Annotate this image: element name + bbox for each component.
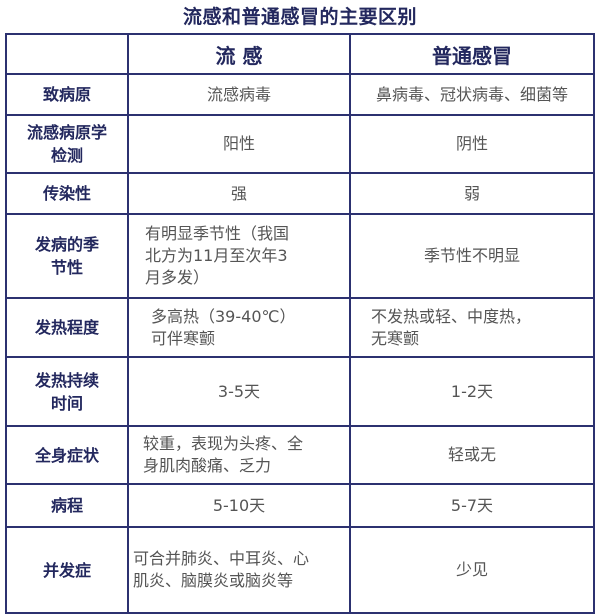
cold-value: 鼻病毒、冠状病毒、细菌等 (349, 73, 595, 116)
row-label: 发病的季 节性 (5, 213, 129, 299)
table-row: 并发症 可合并肺炎、中耳炎、心 肌炎、脑膜炎或脑炎等 少见 (5, 526, 595, 614)
cold-value: 轻或无 (349, 425, 595, 485)
header-empty-cell (5, 33, 129, 75)
page-title: 流感和普通感冒的主要区别 (182, 6, 417, 28)
row-label: 传染性 (5, 172, 129, 215)
table-row: 流感病原学 检测 阳性 阴性 (5, 114, 595, 174)
row-label: 发热程度 (5, 297, 129, 358)
row-label: 流感病原学 检测 (5, 114, 129, 174)
flu-value: 较重，表现为头疼、全 身肌肉酸痛、乏力 (127, 425, 351, 485)
row-label: 全身症状 (5, 425, 129, 485)
flu-value: 5-10天 (127, 483, 351, 528)
flu-value: 3-5天 (127, 356, 351, 427)
flu-value: 有明显季节性（我国 北方为11月至次年3 月多发） (127, 213, 351, 299)
header-flu: 流 感 (127, 33, 351, 75)
row-label: 并发症 (5, 526, 129, 614)
table-row: 致病原 流感病毒 鼻病毒、冠状病毒、细菌等 (5, 73, 595, 116)
table-row: 发热程度 多高热（39-40℃） 可伴寒颤 不发热或轻、中度热， 无寒颤 (5, 297, 595, 358)
header-cold: 普通感冒 (349, 33, 595, 75)
cold-value: 5-7天 (349, 483, 595, 528)
cold-value: 不发热或轻、中度热， 无寒颤 (349, 297, 595, 358)
table-row: 发热持续 时间 3-5天 1-2天 (5, 356, 595, 427)
cold-value: 季节性不明显 (349, 213, 595, 299)
flu-value: 强 (127, 172, 351, 215)
table-row: 病程 5-10天 5-7天 (5, 483, 595, 528)
row-label: 发热持续 时间 (5, 356, 129, 427)
flu-value: 可合并肺炎、中耳炎、心 肌炎、脑膜炎或脑炎等 (127, 526, 351, 614)
cold-value: 弱 (349, 172, 595, 215)
table-row: 发病的季 节性 有明显季节性（我国 北方为11月至次年3 月多发） 季节性不明显 (5, 213, 595, 299)
cold-value: 阴性 (349, 114, 595, 174)
table-row: 全身症状 较重，表现为头疼、全 身肌肉酸痛、乏力 轻或无 (5, 425, 595, 485)
cold-value: 少见 (349, 526, 595, 614)
comparison-table: 流 感 普通感冒 致病原 流感病毒 鼻病毒、冠状病毒、细菌等 流感病原学 检测 … (5, 33, 595, 614)
flu-value: 多高热（39-40℃） 可伴寒颤 (127, 297, 351, 358)
table-header-row: 流 感 普通感冒 (5, 33, 595, 75)
flu-value: 流感病毒 (127, 73, 351, 116)
cold-value: 1-2天 (349, 356, 595, 427)
flu-value: 阳性 (127, 114, 351, 174)
row-label: 病程 (5, 483, 129, 528)
table-row: 传染性 强 弱 (5, 172, 595, 215)
row-label: 致病原 (5, 73, 129, 116)
